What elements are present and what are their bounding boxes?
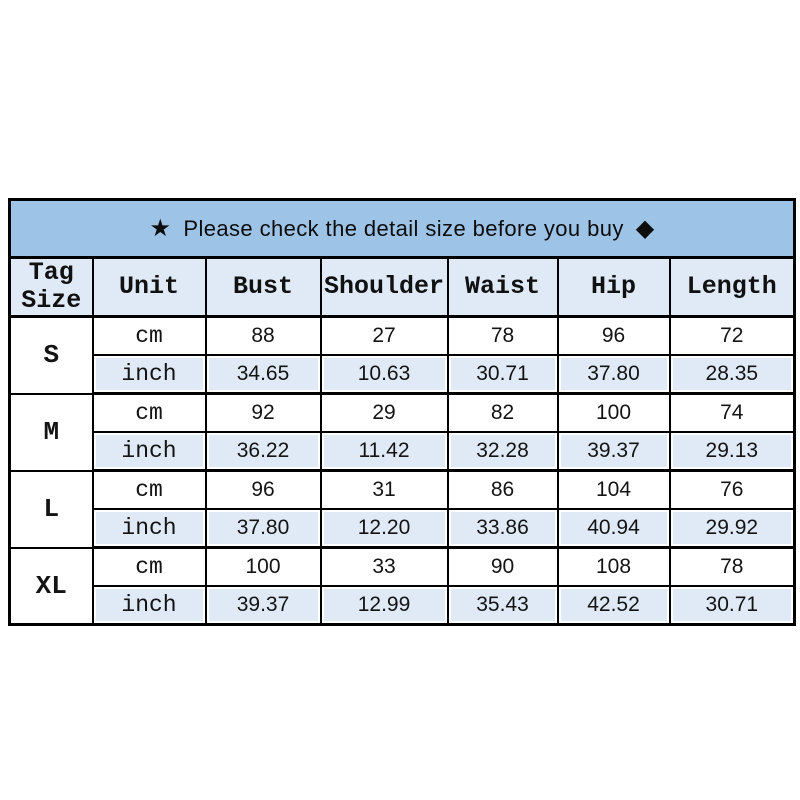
banner-text: Please check the detail size before you …	[183, 216, 624, 241]
value-cell: 31	[319, 470, 449, 510]
value-cell: 32.28	[446, 432, 559, 472]
size-label-s: S	[8, 316, 94, 395]
value-cell: 40.94	[556, 509, 671, 549]
unit-cell: cm	[91, 316, 207, 356]
header-waist: Waist	[446, 257, 559, 318]
size-label-xl: XL	[8, 547, 94, 626]
unit-cell: cm	[91, 470, 207, 510]
value-cell: 11.42	[319, 432, 449, 472]
value-cell: 88	[204, 316, 322, 356]
size-label-m: M	[8, 393, 94, 472]
value-cell: 29.13	[668, 432, 796, 472]
unit-cell: inch	[91, 509, 207, 549]
value-cell: 35.43	[446, 586, 559, 626]
header-row: Tag Size Unit Bust Shoulder Waist Hip Le…	[8, 257, 796, 318]
unit-cell: inch	[91, 355, 207, 395]
diamond-icon: ◆	[635, 215, 655, 242]
value-cell: 28.35	[668, 355, 796, 395]
value-cell: 37.80	[556, 355, 671, 395]
banner-cell: ★ Please check the detail size before you…	[8, 199, 796, 259]
size-chart-table: ★ Please check the detail size before you…	[8, 198, 797, 626]
banner-row: ★ Please check the detail size before you…	[8, 199, 796, 259]
value-cell: 76	[668, 470, 796, 510]
value-cell: 104	[556, 470, 671, 510]
star-icon: ★	[149, 215, 172, 242]
unit-cell: inch	[91, 432, 207, 472]
header-shoulder: Shoulder	[319, 257, 449, 318]
value-cell: 30.71	[668, 586, 796, 626]
value-cell: 12.20	[319, 509, 449, 549]
table-row-xl-cm: XL cm 100 33 90 108 78	[8, 547, 796, 626]
unit-cell: cm	[91, 393, 207, 433]
value-cell: 96	[556, 316, 671, 356]
table-row-s-inch: inch 34.65 10.63 30.71 37.80 28.35	[10, 355, 796, 395]
unit-cell: cm	[91, 547, 207, 587]
value-cell: 29	[319, 393, 449, 433]
value-cell: 96	[204, 470, 322, 510]
table-row-l-inch: inch 37.80 12.20 33.86 40.94 29.92	[10, 509, 796, 549]
size-label-l: L	[8, 470, 94, 549]
header-bust: Bust	[204, 257, 322, 318]
value-cell: 72	[668, 316, 796, 356]
table-row-m-inch: inch 36.22 11.42 32.28 39.37 29.13	[10, 432, 796, 472]
value-cell: 30.71	[446, 355, 559, 395]
value-cell: 78	[446, 316, 559, 356]
value-cell: 82	[446, 393, 559, 433]
value-cell: 86	[446, 470, 559, 510]
unit-cell: inch	[91, 586, 207, 626]
value-cell: 12.99	[319, 586, 449, 626]
table-row-s-cm: S cm 88 27 78 96 72	[8, 316, 796, 395]
value-cell: 108	[556, 547, 671, 587]
table-row-l-cm: L cm 96 31 86 104 76	[8, 470, 796, 549]
table-row-xl-inch: inch 39.37 12.99 35.43 42.52 30.71	[10, 586, 796, 626]
value-cell: 39.37	[204, 586, 322, 626]
value-cell: 39.37	[556, 432, 671, 472]
value-cell: 100	[204, 547, 322, 587]
table-row-m-cm: M cm 92 29 82 100 74	[8, 393, 796, 472]
value-cell: 34.65	[204, 355, 322, 395]
value-cell: 37.80	[204, 509, 322, 549]
value-cell: 90	[446, 547, 559, 587]
value-cell: 74	[668, 393, 796, 433]
value-cell: 33	[319, 547, 449, 587]
value-cell: 78	[668, 547, 796, 587]
value-cell: 29.92	[668, 509, 796, 549]
value-cell: 100	[556, 393, 671, 433]
header-tag-size: Tag Size	[8, 257, 94, 318]
value-cell: 27	[319, 316, 449, 356]
header-hip: Hip	[556, 257, 671, 318]
value-cell: 92	[204, 393, 322, 433]
value-cell: 42.52	[556, 586, 671, 626]
header-length: Length	[668, 257, 796, 318]
value-cell: 10.63	[319, 355, 449, 395]
header-unit: Unit	[91, 257, 207, 318]
value-cell: 36.22	[204, 432, 322, 472]
value-cell: 33.86	[446, 509, 559, 549]
